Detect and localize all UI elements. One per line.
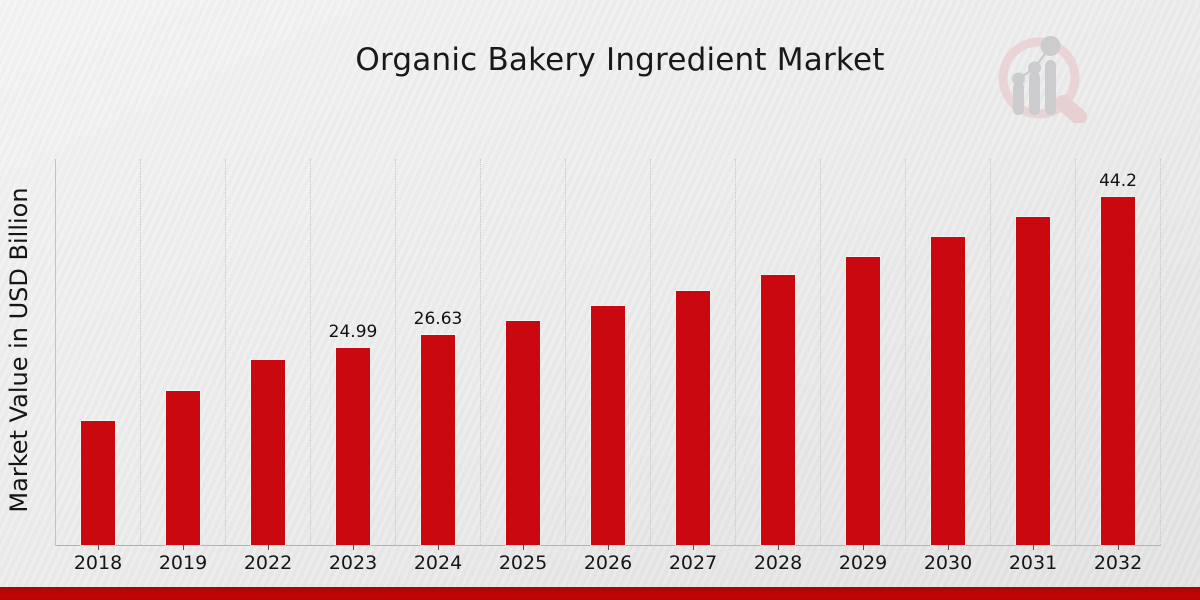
bar-2026 bbox=[591, 306, 625, 545]
x-axis-tick-label: 2029 bbox=[838, 552, 888, 574]
x-axis-tick bbox=[438, 545, 439, 550]
magnifier-bar-chart-logo-icon bbox=[998, 36, 1087, 123]
bar-value-label: 24.99 bbox=[328, 322, 378, 342]
x-axis-tick bbox=[1033, 545, 1034, 550]
chart-column: 44.2 2032 bbox=[1076, 159, 1161, 574]
bar-2023 bbox=[336, 348, 370, 545]
bar-2031 bbox=[1016, 217, 1050, 545]
x-axis-tick-label: 2018 bbox=[73, 552, 123, 574]
x-axis-tick-label: 2023 bbox=[328, 552, 378, 574]
x-axis-tick-label: 2031 bbox=[1008, 552, 1058, 574]
chart-column: 2019 bbox=[141, 159, 226, 574]
x-axis-tick-label: 2022 bbox=[243, 552, 293, 574]
chart-column: 2029 bbox=[821, 159, 906, 574]
bar-2019 bbox=[166, 391, 200, 545]
x-axis-tick bbox=[268, 545, 269, 550]
x-axis-tick-label: 2032 bbox=[1093, 552, 1143, 574]
plot-area: 2018 2019 2022 24.99 2023 26.63 2024 2025 2026 20… bbox=[55, 159, 1161, 574]
chart-title: Organic Bakery Ingredient Market bbox=[355, 42, 885, 78]
x-axis-tick-label: 2019 bbox=[158, 552, 208, 574]
x-axis-tick-label: 2024 bbox=[413, 552, 463, 574]
x-axis-tick bbox=[523, 545, 524, 550]
x-axis-tick bbox=[183, 545, 184, 550]
x-axis-tick bbox=[778, 545, 779, 550]
x-axis-tick-label: 2026 bbox=[583, 552, 633, 574]
x-axis-tick-label: 2028 bbox=[753, 552, 803, 574]
x-axis-tick bbox=[948, 545, 949, 550]
chart-column: 2025 bbox=[481, 159, 566, 574]
bar-2022 bbox=[251, 360, 285, 545]
chart-column: 2022 bbox=[226, 159, 311, 574]
bar-2024 bbox=[421, 335, 455, 545]
bar-2030 bbox=[931, 237, 965, 545]
bar-2028 bbox=[761, 275, 795, 545]
bar-2029 bbox=[846, 257, 880, 545]
x-axis-tick bbox=[1118, 545, 1119, 550]
x-axis-tick bbox=[98, 545, 99, 550]
x-axis-tick bbox=[693, 545, 694, 550]
x-axis-tick bbox=[863, 545, 864, 550]
chart-column: 2018 bbox=[56, 159, 141, 574]
x-axis-tick bbox=[353, 545, 354, 550]
chart-column: 2028 bbox=[736, 159, 821, 574]
bar-2027 bbox=[676, 291, 710, 545]
bar-2025 bbox=[506, 321, 540, 545]
x-axis-tick-label: 2025 bbox=[498, 552, 548, 574]
chart-column: 2027 bbox=[651, 159, 736, 574]
chart-column: 26.63 2024 bbox=[396, 159, 481, 574]
bar-value-label: 44.2 bbox=[1099, 171, 1137, 191]
chart-column: 2030 bbox=[906, 159, 991, 574]
bar-value-label: 26.63 bbox=[413, 309, 463, 329]
footer-accent-bar bbox=[0, 587, 1200, 600]
chart-column: 2031 bbox=[991, 159, 1076, 574]
bar-2032 bbox=[1101, 197, 1135, 545]
x-axis-tick bbox=[608, 545, 609, 550]
x-axis-tick-label: 2030 bbox=[923, 552, 973, 574]
x-axis-tick-label: 2027 bbox=[668, 552, 718, 574]
bar-2018 bbox=[81, 421, 115, 545]
chart-column: 2026 bbox=[566, 159, 651, 574]
y-axis-label: Market Value in USD Billion bbox=[5, 187, 33, 513]
chart-column: 24.99 2023 bbox=[311, 159, 396, 574]
